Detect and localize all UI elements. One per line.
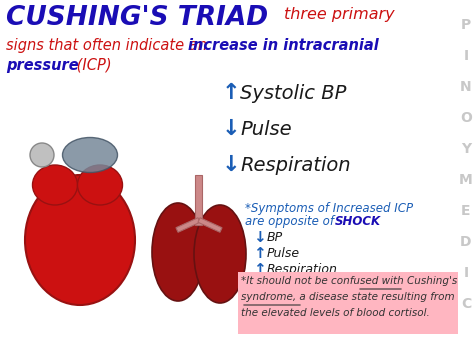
Text: N: N: [460, 80, 472, 94]
Text: P: P: [461, 18, 471, 32]
FancyArrow shape: [176, 218, 200, 232]
Text: ↓: ↓: [222, 119, 241, 139]
Text: SHOCK: SHOCK: [335, 215, 381, 228]
Text: ↓: ↓: [222, 155, 241, 175]
Text: *It should not be confused with Cushing's: *It should not be confused with Cushing'…: [241, 276, 457, 286]
Circle shape: [30, 143, 54, 167]
Text: ↓: ↓: [253, 230, 266, 245]
Text: signs that often indicate an: signs that often indicate an: [6, 38, 211, 53]
Text: Y: Y: [461, 142, 471, 156]
Bar: [238, 272, 458, 334]
Ellipse shape: [194, 205, 246, 303]
Ellipse shape: [25, 175, 135, 305]
Text: I: I: [464, 266, 469, 280]
Text: *Symptoms of Increased ICP: *Symptoms of Increased ICP: [245, 202, 413, 215]
Text: E: E: [461, 204, 471, 218]
Text: pressure: pressure: [6, 58, 79, 73]
Text: C: C: [461, 297, 471, 311]
FancyArrow shape: [198, 218, 222, 232]
Text: three primary: three primary: [284, 7, 395, 22]
Ellipse shape: [152, 203, 204, 301]
Text: (ICP): (ICP): [72, 58, 111, 73]
Text: CUSHING'S TRIAD: CUSHING'S TRIAD: [6, 5, 268, 31]
Text: Pulse: Pulse: [267, 247, 300, 260]
Text: are opposite of: are opposite of: [245, 215, 338, 228]
Text: Pulse: Pulse: [240, 120, 292, 139]
Text: syndrome, a disease state resulting from: syndrome, a disease state resulting from: [241, 292, 455, 302]
Text: M: M: [459, 173, 473, 187]
Text: O: O: [460, 111, 472, 125]
Text: BP: BP: [267, 231, 283, 244]
Ellipse shape: [78, 165, 122, 205]
Text: ↑: ↑: [253, 262, 266, 277]
Text: Respiration: Respiration: [267, 263, 338, 276]
Text: D: D: [460, 235, 472, 249]
Ellipse shape: [33, 165, 78, 205]
Ellipse shape: [63, 137, 118, 172]
Text: ↑: ↑: [222, 83, 241, 103]
Text: Systolic BP: Systolic BP: [240, 84, 346, 103]
FancyArrow shape: [195, 175, 202, 225]
Text: I: I: [464, 49, 469, 63]
Text: increase in intracranial: increase in intracranial: [188, 38, 379, 53]
Text: the elevated levels of blood cortisol.: the elevated levels of blood cortisol.: [241, 308, 430, 318]
Text: Respiration: Respiration: [240, 156, 351, 175]
Text: ↑: ↑: [253, 246, 266, 261]
